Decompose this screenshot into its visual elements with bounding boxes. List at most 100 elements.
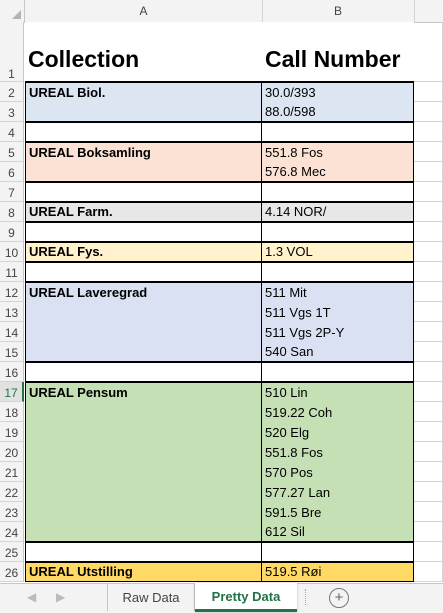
call-number-cell[interactable]: 577.27 Lan [262, 482, 414, 502]
row-header[interactable]: 20 [0, 442, 24, 462]
collection-cell[interactable] [25, 362, 262, 382]
empty-cell[interactable] [414, 442, 443, 462]
empty-cell[interactable] [414, 322, 443, 342]
row-header[interactable]: 1 [0, 22, 24, 82]
tab-raw-data[interactable]: Raw Data [107, 584, 195, 611]
call-number-cell[interactable]: 511 Mit [262, 282, 414, 302]
collection-cell[interactable] [25, 502, 262, 522]
collection-cell[interactable]: UREAL Laveregrad [25, 282, 262, 302]
empty-cell[interactable] [414, 362, 443, 382]
collection-cell[interactable] [25, 482, 262, 502]
collection-cell[interactable]: UREAL Boksamling [25, 142, 262, 162]
empty-cell[interactable] [414, 482, 443, 502]
row-header[interactable]: 8 [0, 202, 24, 222]
collection-cell[interactable]: UREAL Utstilling [25, 562, 262, 582]
column-header-b[interactable]: B [262, 0, 415, 22]
spreadsheet-grid[interactable]: A B 1 Collection Call Number 2 UREAL Biol. 30… [0, 0, 443, 583]
row-header[interactable]: 13 [0, 302, 24, 322]
row-header[interactable]: 17 [0, 382, 24, 402]
row-header[interactable]: 11 [0, 262, 24, 282]
collection-cell[interactable] [25, 442, 262, 462]
row-header[interactable]: 6 [0, 162, 24, 182]
empty-cell[interactable] [414, 202, 443, 222]
row-header[interactable]: 24 [0, 522, 24, 542]
empty-cell[interactable] [414, 382, 443, 402]
call-number-cell[interactable]: 576.8 Mec [262, 162, 414, 182]
row-header[interactable]: 7 [0, 182, 24, 202]
empty-cell[interactable] [414, 262, 443, 282]
collection-cell[interactable] [25, 102, 262, 122]
column-header-a[interactable]: A [25, 0, 263, 22]
empty-cell[interactable] [414, 142, 443, 162]
empty-cell[interactable] [414, 302, 443, 322]
scroll-tabs-right-icon[interactable]: ▶ [56, 590, 66, 604]
empty-cell[interactable] [414, 82, 443, 102]
collection-cell[interactable] [25, 262, 262, 282]
empty-cell[interactable] [414, 402, 443, 422]
collection-cell[interactable]: UREAL Pensum [25, 382, 262, 402]
column-header-c[interactable] [414, 0, 443, 22]
row-header[interactable]: 4 [0, 122, 24, 142]
collection-cell[interactable] [25, 422, 262, 442]
collection-cell[interactable] [25, 302, 262, 322]
row-header[interactable]: 5 [0, 142, 24, 162]
empty-cell[interactable] [414, 162, 443, 182]
call-number-cell[interactable] [262, 182, 414, 202]
select-all-corner[interactable] [0, 0, 25, 22]
empty-cell[interactable] [414, 462, 443, 482]
call-number-cell[interactable]: 519.5 Røi [262, 562, 414, 582]
empty-cell[interactable] [414, 342, 443, 362]
call-number-cell[interactable]: Call Number [262, 22, 414, 82]
scroll-tabs-left-icon[interactable]: ◀ [27, 590, 37, 604]
empty-cell[interactable] [414, 242, 443, 262]
row-header[interactable]: 9 [0, 222, 24, 242]
empty-cell[interactable] [414, 122, 443, 142]
call-number-cell[interactable] [262, 122, 414, 142]
collection-cell[interactable] [25, 222, 262, 242]
call-number-cell[interactable]: 570 Pos [262, 462, 414, 482]
empty-cell[interactable] [414, 282, 443, 302]
collection-cell[interactable] [25, 322, 262, 342]
collection-cell[interactable] [25, 182, 262, 202]
call-number-cell[interactable]: 1.3 VOL [262, 242, 414, 262]
call-number-cell[interactable]: 519.22 Coh [262, 402, 414, 422]
row-header[interactable]: 23 [0, 502, 24, 522]
collection-cell[interactable]: UREAL Fys. [25, 242, 262, 262]
call-number-cell[interactable]: 612 Sil [262, 522, 414, 542]
empty-cell[interactable] [414, 22, 443, 82]
collection-cell[interactable] [25, 542, 262, 562]
row-header[interactable]: 25 [0, 542, 24, 562]
row-header[interactable]: 18 [0, 402, 24, 422]
row-header[interactable]: 22 [0, 482, 24, 502]
row-header[interactable]: 14 [0, 322, 24, 342]
call-number-cell[interactable]: 30.0/393 [262, 82, 414, 102]
row-header[interactable]: 10 [0, 242, 24, 262]
call-number-cell[interactable]: 88.0/598 [262, 102, 414, 122]
call-number-cell[interactable]: 4.14 NOR/ [262, 202, 414, 222]
call-number-cell[interactable]: 540 San [262, 342, 414, 362]
empty-cell[interactable] [414, 562, 443, 582]
call-number-cell[interactable] [262, 222, 414, 242]
call-number-cell[interactable]: 520 Elg [262, 422, 414, 442]
call-number-cell[interactable]: 551.8 Fos [262, 142, 414, 162]
row-header[interactable]: 12 [0, 282, 24, 302]
collection-cell[interactable]: Collection [25, 22, 262, 82]
collection-cell[interactable] [25, 522, 262, 542]
empty-cell[interactable] [414, 522, 443, 542]
empty-cell[interactable] [414, 102, 443, 122]
row-header[interactable]: 2 [0, 82, 24, 102]
call-number-cell[interactable]: 551.8 Fos [262, 442, 414, 462]
call-number-cell[interactable]: 591.5 Bre [262, 502, 414, 522]
call-number-cell[interactable]: 511 Vgs 1T [262, 302, 414, 322]
collection-cell[interactable]: UREAL Biol. [25, 82, 262, 102]
collection-cell[interactable] [25, 462, 262, 482]
call-number-cell[interactable] [262, 362, 414, 382]
empty-cell[interactable] [414, 502, 443, 522]
call-number-cell[interactable] [262, 262, 414, 282]
empty-cell[interactable] [414, 182, 443, 202]
collection-cell[interactable]: UREAL Farm. [25, 202, 262, 222]
row-header[interactable]: 16 [0, 362, 24, 382]
row-header[interactable]: 26 [0, 562, 24, 582]
collection-cell[interactable] [25, 162, 262, 182]
empty-cell[interactable] [414, 542, 443, 562]
